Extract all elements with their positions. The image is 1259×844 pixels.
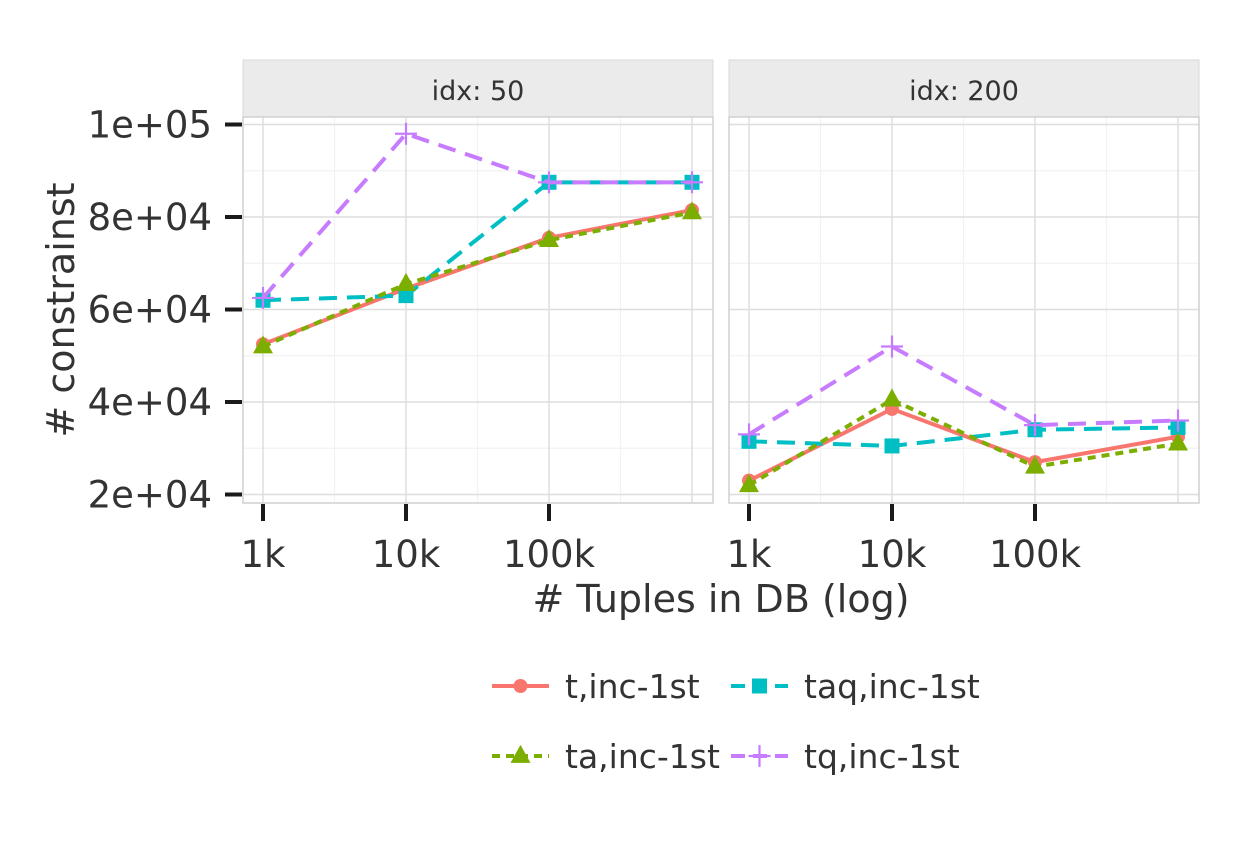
legend-key-marker <box>752 678 767 694</box>
y-tick-label: 6e+04 <box>88 289 212 332</box>
data-point-ta-inc-1st <box>739 474 759 493</box>
y-tick-label: 8e+04 <box>88 196 212 239</box>
data-point-tq-inc-1st <box>538 171 560 194</box>
series-line-taq-inc-1st <box>262 180 692 303</box>
data-point-tq-inc-1st <box>681 171 703 194</box>
x-tick-label: 100k <box>989 533 1082 576</box>
data-point-ta-inc-1st <box>253 335 273 354</box>
legend-label: ta,inc-1st <box>565 737 720 776</box>
series-line-tq-inc-1st <box>747 344 1179 437</box>
legend-label: t,inc-1st <box>565 667 700 706</box>
data-point-tq-inc-1st <box>252 286 274 309</box>
facet-strip-label: idx: 200 <box>909 76 1019 107</box>
legend-key-marker <box>748 745 771 767</box>
series-line-tq-inc-1st <box>261 131 692 300</box>
y-tick-label: 4e+04 <box>88 381 212 424</box>
data-point-taq-inc-1st <box>884 438 900 454</box>
data-point-ta-inc-1st <box>396 272 416 291</box>
x-tick-label: 10k <box>858 533 927 576</box>
x-tick-label: 1k <box>727 533 773 576</box>
legend-key-marker <box>513 679 528 693</box>
data-point-ta-inc-1st <box>882 388 902 407</box>
y-axis-title: # constrainst <box>39 182 83 437</box>
legend-item: tq,inc-1st <box>731 737 960 776</box>
data-point-ta-inc-1st <box>682 201 702 220</box>
legend-key-marker <box>510 744 531 763</box>
plot-panel-border <box>728 116 1200 504</box>
data-point-tq-inc-1st <box>395 122 417 145</box>
legend-item: taq,inc-1st <box>731 667 980 706</box>
x-tick-label: 100k <box>503 533 596 576</box>
data-point-tq-inc-1st <box>738 423 760 446</box>
x-tick-label: 1k <box>241 533 287 576</box>
data-point-ta-inc-1st <box>1168 432 1188 451</box>
legend-label: taq,inc-1st <box>804 667 980 706</box>
facet-strip <box>728 59 1200 118</box>
series-line-ta-inc-1st <box>262 210 693 349</box>
plot-panel-border <box>242 116 714 504</box>
data-point-tq-inc-1st <box>881 335 903 358</box>
y-tick-label: 1e+05 <box>88 104 212 147</box>
data-point-tq-inc-1st <box>1167 409 1189 432</box>
legend: t,inc-1st taq,inc-1st ta,inc-1st tq,inc-1st <box>492 667 980 776</box>
x-axis-title: # Tuples in DB (log) <box>532 577 909 621</box>
data-point-taq-inc-1st <box>398 288 414 304</box>
data-point-ta-inc-1st <box>1025 455 1045 474</box>
legend-label: tq,inc-1st <box>804 737 960 776</box>
x-tick-label: 10k <box>372 533 441 576</box>
legend-item: t,inc-1st <box>492 667 700 706</box>
panel-2: idx: 200 1k 10k 100k <box>727 59 1200 576</box>
series-line-taq-inc-1st <box>748 425 1179 448</box>
data-point-tq-inc-1st <box>1024 414 1046 437</box>
y-tick-label: 2e+04 <box>88 474 212 517</box>
panel-1: idx: 50 1k 10k 100k 2e+04 4e+04 6e+04 8e+04 1e+0… <box>88 59 714 576</box>
facet-strip <box>242 59 714 118</box>
series-line-ta-inc-1st <box>747 397 1179 487</box>
data-point-ta-inc-1st <box>539 228 559 247</box>
legend-item: ta,inc-1st <box>492 737 720 776</box>
facet-strip-label: idx: 50 <box>432 76 525 107</box>
